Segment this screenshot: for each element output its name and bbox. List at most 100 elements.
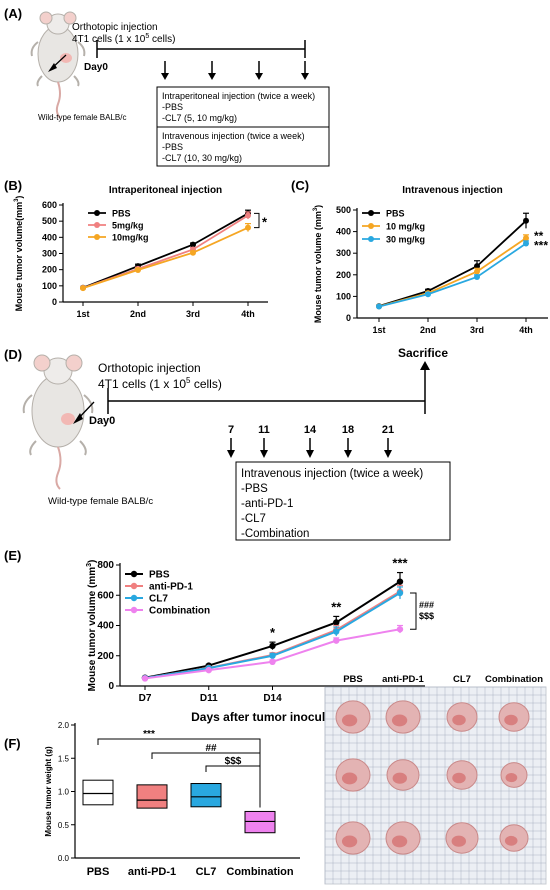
- x-axis-label: Days after tumor inoculation: [191, 710, 354, 724]
- y-axis-label: Mouse tumor weight (g): [44, 746, 53, 837]
- y-tick-label: 300: [336, 248, 351, 258]
- y-tick-label: 500: [42, 216, 57, 226]
- x-tick-label: Combination: [226, 866, 293, 878]
- y-tick-label: 300: [42, 249, 57, 259]
- data-point: [135, 266, 141, 273]
- significance-label: **: [534, 229, 544, 243]
- y-tick-label: 200: [42, 265, 57, 275]
- significance-label: *: [270, 625, 276, 640]
- protocol-line-d: -anti-PD-1: [241, 498, 293, 510]
- tumor-photo-samples: [335, 700, 530, 855]
- x-tick-label: 2nd: [130, 309, 146, 319]
- protocol-line-d: Intravenous injection (twice a week): [241, 468, 423, 480]
- y-tick-label: 1.5: [58, 754, 70, 763]
- tumor-sample-vessel: [451, 835, 466, 847]
- timeline-day-label: 18: [342, 424, 354, 436]
- y-tick-label: 500: [336, 205, 351, 215]
- significance-label: **: [331, 599, 342, 614]
- timeline-arrowhead-d: [260, 450, 268, 458]
- y-tick-label: 100: [42, 281, 57, 291]
- data-point: [205, 666, 212, 674]
- x-tick-label: 1st: [76, 309, 89, 319]
- tumor-sample-vessel: [452, 772, 466, 784]
- y-tick-label: 600: [42, 200, 57, 210]
- y-tick-label: 400: [42, 232, 57, 242]
- legend-label: anti-PD-1: [149, 582, 193, 593]
- day0-a: Day0: [84, 62, 108, 73]
- chart-title: Intravenous injection: [402, 185, 503, 196]
- chart-title: Intraperitoneal injection: [109, 185, 222, 196]
- tumor-sample-vessel: [504, 835, 518, 846]
- data-point: [245, 224, 251, 231]
- x-tick-label: D11: [200, 693, 218, 704]
- tumor-sample-vessel: [505, 773, 518, 783]
- day0-d: Day0: [89, 415, 115, 427]
- series-line: [378, 237, 527, 308]
- legend-marker: [94, 234, 100, 240]
- legend-label: PBS: [386, 209, 405, 219]
- protocol-line-d: -PBS: [241, 483, 268, 495]
- mouse-caption-a: Wild-type female BALB/c: [38, 113, 126, 122]
- timeline-day-label: 7: [228, 424, 234, 436]
- series-line: [82, 226, 249, 289]
- data-point: [396, 578, 404, 585]
- protocol-box-d: [235, 461, 451, 541]
- protocol-line-iv: -CL7 (10, 30 mg/kg): [162, 153, 242, 163]
- data-point: [523, 240, 529, 247]
- legend-label: 5mg/kg: [112, 221, 144, 231]
- legend-label: PBS: [112, 209, 131, 219]
- legend-label: CL7: [149, 594, 168, 605]
- x-tick-label: 4th: [519, 325, 533, 335]
- tumor-sample-vessel: [341, 772, 358, 785]
- panel-d-label: (D): [4, 347, 22, 362]
- y-axis-label: Mouse tumor volume (mm3): [86, 560, 98, 692]
- legend-marker: [130, 582, 138, 590]
- legend-marker: [130, 606, 138, 614]
- mouse-illustration-d: [22, 354, 94, 490]
- box: [244, 810, 276, 834]
- timeline-arrowhead-d: [227, 450, 235, 458]
- tumor-sample-vessel: [391, 835, 408, 848]
- x-tick-label: 3rd: [470, 325, 484, 335]
- x-tick-label: 2nd: [420, 325, 436, 335]
- significance-label: *: [262, 215, 268, 230]
- injection-cells-d: 4T1 cells (1 x 105 cells): [98, 376, 222, 391]
- x-tick-label: CL7: [196, 866, 217, 878]
- data-point: [333, 628, 340, 635]
- mouse-illustration-a: [30, 11, 86, 119]
- sacrifice-label: Sacrifice: [398, 346, 448, 360]
- timeline-day-label: 11: [258, 424, 270, 436]
- protocol-line-ip: -CL7 (5, 10 mg/kg): [162, 113, 237, 123]
- box: [82, 779, 114, 806]
- box: [190, 783, 222, 808]
- timeline-day-label: 14: [304, 424, 317, 436]
- legend-marker: [94, 222, 100, 228]
- tumor-photo-column-header: CL7: [453, 674, 471, 685]
- tumor-sample-vessel: [391, 714, 408, 727]
- y-tick-label: 100: [336, 291, 351, 301]
- data-point: [245, 212, 251, 219]
- tumor-sample-vessel: [341, 835, 358, 848]
- significance-label: ***: [143, 729, 155, 740]
- legend-marker: [130, 594, 138, 602]
- legend-marker: [94, 210, 100, 216]
- injection-cells-a: 4T1 cells (1 x 105 cells): [72, 33, 175, 45]
- panel-label: (E): [4, 548, 21, 563]
- timeline-day-label: 21: [382, 424, 394, 436]
- tumor-photo-column-header: Combination: [485, 674, 543, 685]
- injection-title-a: Orthotopic injection: [72, 22, 158, 33]
- chart-e: (E)0200400600800D7D11D14D18D21Mouse tumo…: [4, 548, 434, 724]
- x-tick-label: anti-PD-1: [128, 866, 176, 878]
- tumor-photo-column-header: PBS: [343, 674, 363, 685]
- legend-marker: [368, 223, 374, 229]
- y-tick-label: 600: [97, 590, 114, 601]
- injection-arrowhead-d: [73, 413, 83, 424]
- x-tick-label: D7: [139, 693, 152, 704]
- data-point: [474, 263, 480, 270]
- panel-label: (F): [4, 736, 21, 751]
- y-tick-label: 200: [97, 651, 114, 662]
- x-tick-label: 1st: [372, 325, 385, 335]
- sacrifice-arrowhead: [420, 361, 430, 370]
- data-point: [333, 619, 340, 626]
- x-tick-label: 4th: [241, 309, 255, 319]
